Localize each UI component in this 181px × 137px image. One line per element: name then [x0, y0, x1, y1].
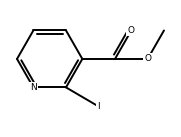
Text: O: O — [128, 26, 135, 35]
Text: O: O — [144, 54, 151, 63]
Text: N: N — [30, 83, 37, 92]
Text: I: I — [97, 102, 100, 111]
